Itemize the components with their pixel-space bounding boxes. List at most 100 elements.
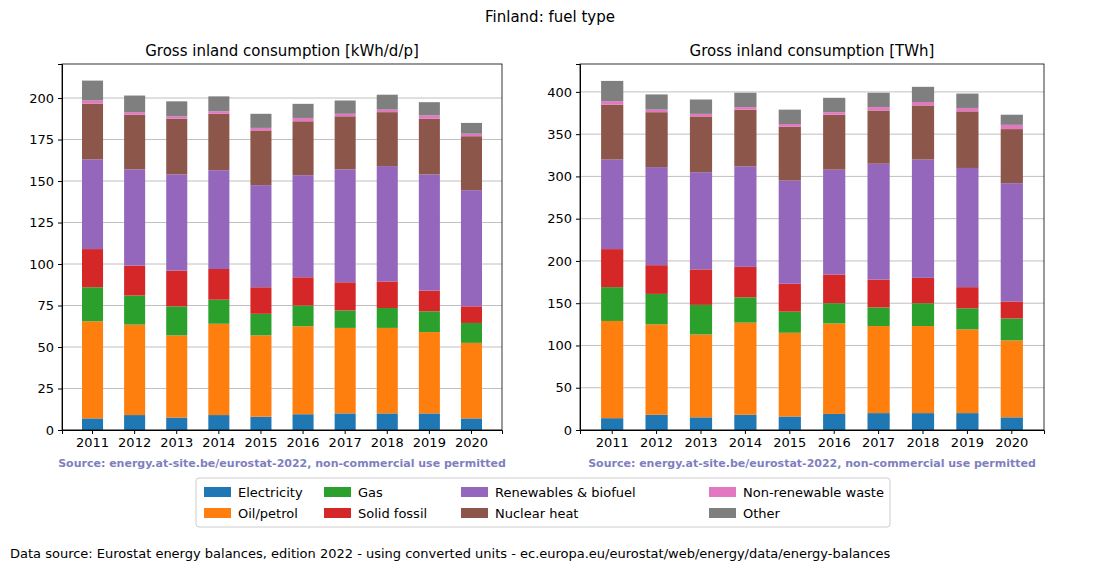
bar — [461, 306, 482, 323]
tick-mark — [218, 430, 219, 434]
bar — [293, 326, 314, 414]
bar — [1001, 340, 1023, 417]
tick: 200 — [29, 91, 62, 106]
bar — [1001, 183, 1023, 301]
tick: 2014 — [729, 430, 762, 450]
bar — [166, 306, 187, 335]
plot-frame — [580, 64, 1044, 430]
bar — [419, 332, 440, 413]
bar — [82, 101, 103, 104]
bar — [734, 166, 756, 267]
legend-swatch — [204, 487, 231, 497]
tick-label: 175 — [29, 132, 54, 147]
bar — [82, 287, 103, 321]
tick-label: 2016 — [818, 435, 851, 450]
tick: 2015 — [244, 430, 277, 450]
tick-mark — [58, 430, 62, 431]
bar — [250, 130, 271, 185]
bar — [956, 168, 978, 287]
tick: 100 — [29, 257, 62, 272]
tick-label: 2013 — [160, 435, 193, 450]
tick: 2018 — [906, 430, 939, 450]
tick-label: 2015 — [773, 435, 806, 450]
bar — [82, 104, 103, 160]
bar — [912, 413, 934, 430]
tick-mark — [576, 345, 580, 346]
tick: 2020 — [455, 430, 488, 450]
bar — [912, 102, 934, 105]
bar — [419, 119, 440, 175]
bar — [250, 417, 271, 430]
bar — [461, 343, 482, 419]
tick-label: 0 — [46, 423, 54, 438]
bar — [690, 114, 712, 117]
bar — [868, 413, 890, 430]
tick: 400 — [547, 85, 580, 100]
tick-label: 2017 — [862, 435, 895, 450]
bar — [124, 96, 145, 113]
bar — [868, 307, 890, 326]
bar — [377, 166, 398, 281]
bar — [779, 333, 801, 417]
bar — [690, 417, 712, 430]
bar — [461, 190, 482, 306]
series — [82, 287, 482, 343]
tick-mark — [745, 430, 746, 434]
bar — [82, 81, 103, 101]
legend-swatch — [709, 487, 736, 497]
bar — [335, 114, 356, 116]
tick-label: 2014 — [202, 435, 235, 450]
bar — [779, 127, 801, 181]
legend-swatch — [461, 487, 488, 497]
tick: 25 — [37, 381, 62, 396]
legend-swatch — [461, 508, 488, 518]
tick: 2012 — [118, 430, 151, 450]
legend-swatch — [204, 508, 231, 518]
bar — [734, 323, 756, 415]
bar — [377, 413, 398, 430]
chart: 0501001502002503003504002011201220132014… — [547, 42, 1044, 470]
grid-line — [580, 91, 1044, 92]
bar — [912, 160, 934, 278]
tick: 2012 — [640, 430, 673, 450]
tick: 2015 — [773, 430, 806, 450]
series — [82, 104, 482, 190]
series — [82, 159, 482, 306]
tick-mark — [834, 430, 835, 434]
tick-mark — [878, 430, 879, 434]
bar — [690, 116, 712, 172]
tick: 2017 — [329, 430, 362, 450]
bar — [250, 287, 271, 314]
bar — [734, 267, 756, 297]
bar — [166, 101, 187, 116]
tick: 75 — [37, 298, 62, 313]
axis-line — [576, 65, 581, 431]
tick-label: 2012 — [118, 435, 151, 450]
tick-label: 125 — [29, 215, 54, 230]
grid — [580, 92, 1044, 430]
bar — [645, 415, 667, 430]
bar — [823, 115, 845, 170]
bar — [734, 93, 756, 107]
bar — [335, 413, 356, 430]
tick: 175 — [29, 132, 62, 147]
tick-label: 2020 — [995, 435, 1028, 450]
bar — [645, 112, 667, 167]
bar — [779, 284, 801, 312]
legend-label: Oil/petrol — [238, 506, 298, 521]
bar — [293, 414, 314, 430]
bar — [690, 172, 712, 269]
bar — [956, 287, 978, 308]
tick-mark — [58, 264, 62, 265]
y-axis: 050100150200250300350400 — [547, 65, 580, 438]
footer: Data source: Eurostat energy balances, e… — [10, 546, 891, 561]
bar — [601, 160, 623, 250]
tick-label: 2017 — [329, 435, 362, 450]
series — [601, 160, 1023, 302]
bar — [461, 418, 482, 430]
tick-label: 100 — [29, 257, 54, 272]
bar — [690, 269, 712, 305]
tick-label: 2020 — [455, 435, 488, 450]
bar — [823, 98, 845, 112]
tick: 100 — [547, 338, 580, 353]
